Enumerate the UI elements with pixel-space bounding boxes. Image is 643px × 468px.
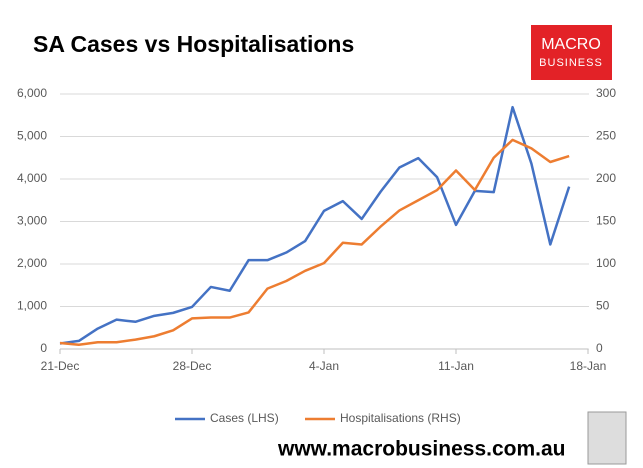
y2-tick-label: 300: [596, 86, 616, 100]
series-line: [59, 138, 570, 346]
y-tick-label: 3,000: [17, 214, 47, 228]
y-tick-label: 0: [40, 341, 47, 355]
y-tick-label: 6,000: [17, 86, 47, 100]
y2-tick-label: 0: [596, 341, 603, 355]
y2-tick-label: 50: [596, 299, 610, 313]
y2-tick-label: 200: [596, 171, 616, 185]
y2-tick-label: 250: [596, 129, 616, 143]
logo-text: MACRO: [541, 36, 601, 53]
y-tick-label: 5,000: [17, 129, 47, 143]
footer: www.macrobusiness.com.au: [277, 438, 565, 461]
x-tick-label: 28-Dec: [173, 359, 212, 373]
wolf-icon: [587, 411, 627, 465]
x-tick-label: 18-Jan: [570, 359, 607, 373]
chart-title: SA Cases vs Hospitalisations: [33, 31, 354, 57]
x-tick-label: 11-Jan: [438, 359, 474, 373]
x-tick-label: 21-Dec: [41, 359, 80, 373]
legend-label: Hospitalisations (RHS): [340, 411, 461, 425]
y2-tick-label: 100: [596, 256, 616, 270]
logo-text: BUSINESS: [539, 57, 603, 69]
y-tick-label: 2,000: [17, 256, 47, 270]
legend-label: Cases (LHS): [210, 411, 279, 425]
y-tick-label: 4,000: [17, 171, 47, 185]
x-tick-label: 4-Jan: [309, 359, 339, 373]
y-tick-label: 1,000: [17, 299, 47, 313]
y2-tick-label: 150: [596, 214, 616, 228]
logo-box: [531, 25, 612, 80]
series-line: [59, 105, 571, 345]
